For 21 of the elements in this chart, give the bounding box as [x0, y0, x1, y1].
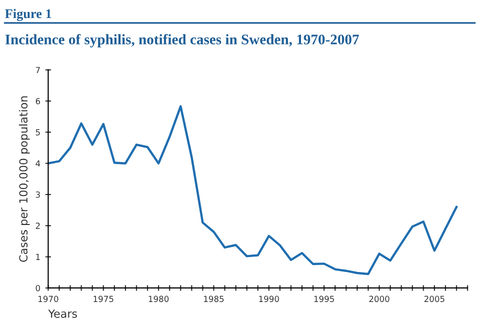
chart-title: Incidence of syphilis, notified cases in Sweden, 1970-2007	[5, 34, 359, 48]
x-tick-label: 1980	[148, 296, 169, 302]
y-tick-label: 3	[36, 191, 40, 198]
x-tick-label: 1975	[94, 296, 114, 302]
x-tick-label: 2005	[424, 296, 444, 302]
x-tick-label: 1985	[204, 296, 224, 302]
y-tick-label: 1	[36, 254, 40, 260]
y-tick-label: 0	[36, 284, 40, 292]
x-tick-label: 2000	[369, 296, 390, 302]
x-tick-label: 1990	[259, 296, 279, 302]
y-tick-label: 7	[36, 66, 40, 74]
y-tick-label: 5	[36, 129, 40, 136]
y-tick-label: 4	[36, 160, 40, 167]
x-axis-title: Years	[48, 310, 77, 318]
caption: Figure 1	[5, 8, 52, 21]
x-tick-label: 1995	[314, 296, 334, 302]
x-tick-label: 1970	[38, 296, 58, 302]
y-tick-label: 6	[36, 98, 40, 104]
y-tick-label: 2	[36, 222, 40, 229]
y-axis-title: Cases per 100,000 population	[18, 96, 30, 262]
line-series	[48, 105, 458, 276]
